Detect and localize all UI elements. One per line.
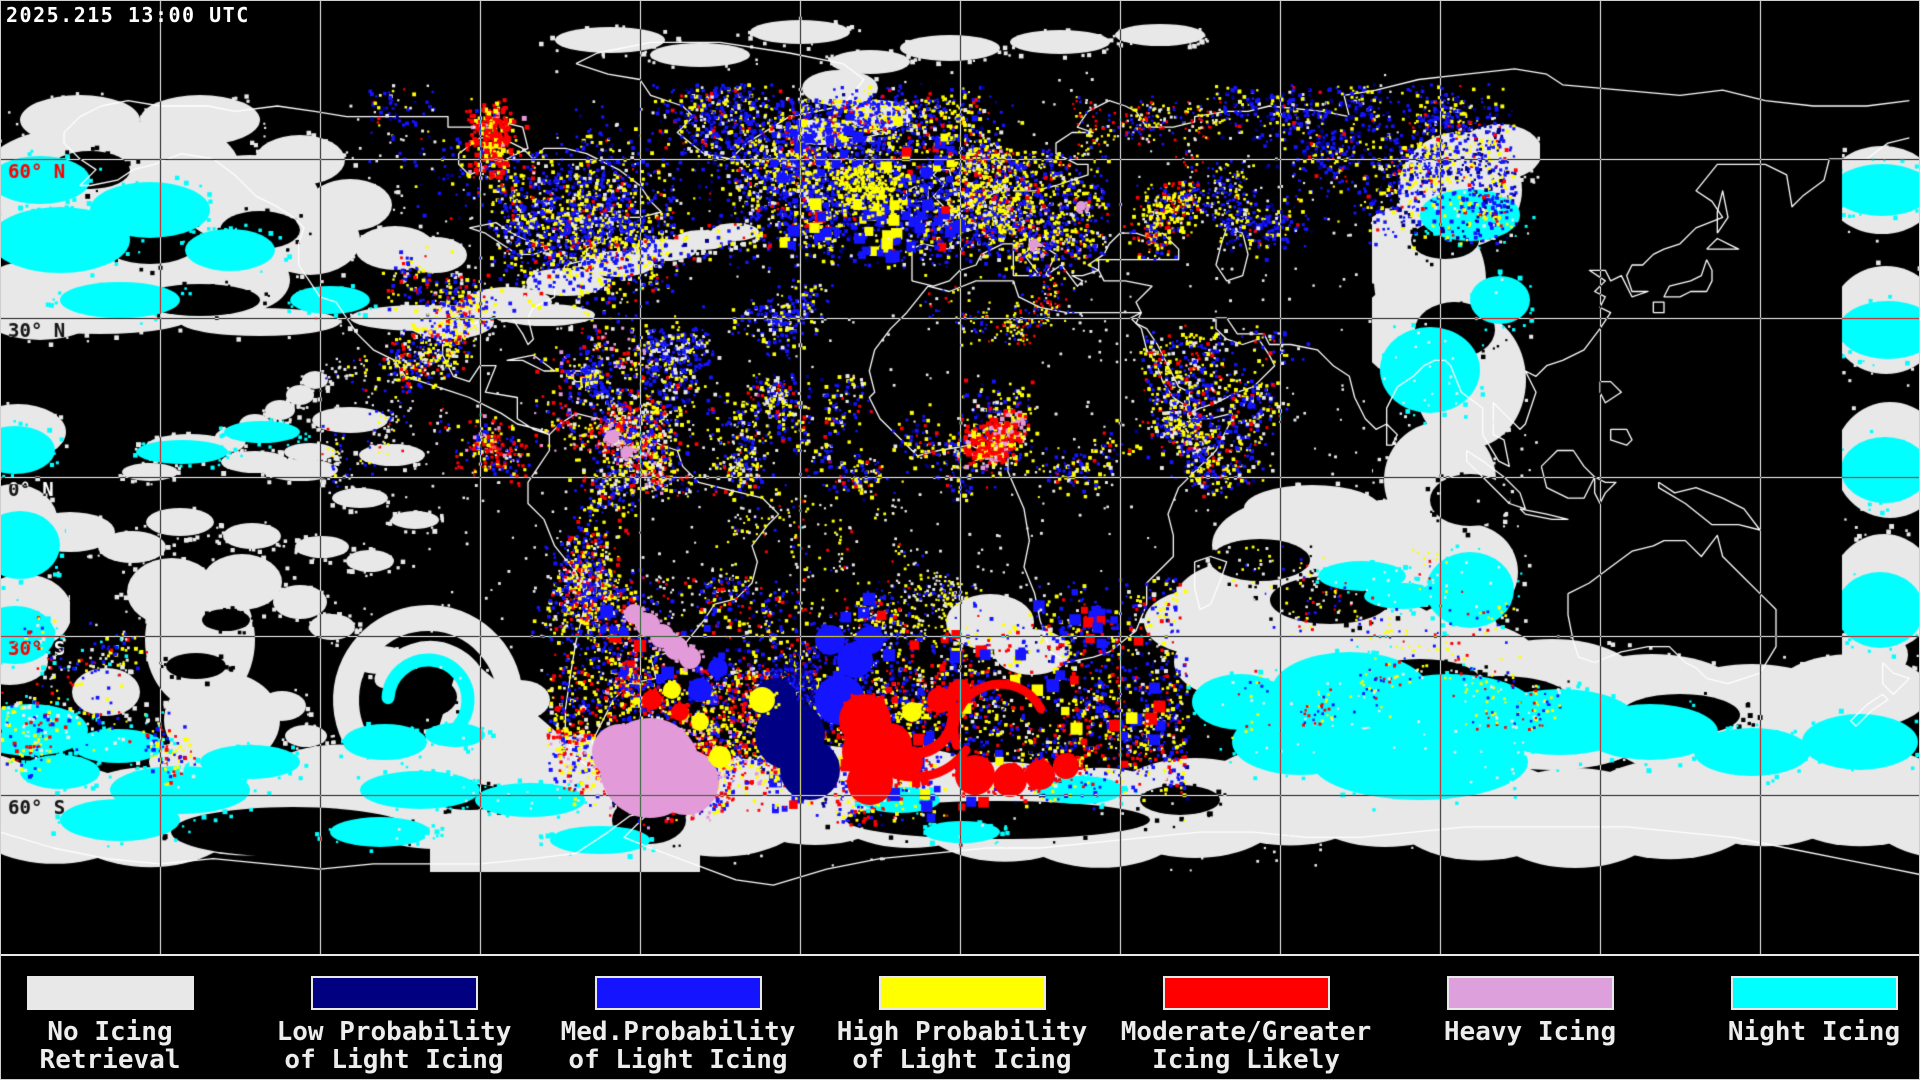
legend-label-line2: of Light Icing [852, 1045, 1072, 1075]
legend-label-line2: of Light Icing [284, 1045, 504, 1075]
legend-swatch [1446, 976, 1614, 1010]
legend-item-med-probability: Med.Probability of Light Icing [536, 976, 820, 1074]
timestamp-label: 2025.215 13:00 UTC [6, 3, 250, 27]
legend-item-no-icing: No Icing Retrieval [0, 976, 252, 1074]
legend-label-line2: of Light Icing [568, 1045, 788, 1075]
legend-label-line2: Retrieval [39, 1045, 181, 1075]
icing-map: 2025.215 13:00 UTC [0, 0, 1920, 956]
legend-swatch [878, 976, 1046, 1010]
legend-item-heavy-icing: Heavy Icing [1388, 976, 1672, 1046]
legend-swatch [310, 976, 478, 1010]
legend-label-line1: Med.Probability [560, 1017, 796, 1047]
legend-swatch [1162, 976, 1330, 1010]
legend-label-line1: Moderate/Greater [1120, 1017, 1372, 1047]
legend-swatch [594, 976, 762, 1010]
legend-label-line1: No Icing [47, 1017, 173, 1047]
legend-swatch [26, 976, 194, 1010]
legend-item-high-probability: High Probability of Light Icing [820, 976, 1104, 1074]
legend-label-line1: Heavy Icing [1443, 1017, 1617, 1047]
legend-item-moderate-greater: Moderate/Greater Icing Likely [1104, 976, 1388, 1074]
legend-item-night-icing: Night Icing [1672, 976, 1920, 1046]
legend-item-low-probability: Low Probability of Light Icing [252, 976, 536, 1074]
legend-label-line1: Night Icing [1727, 1017, 1901, 1047]
legend-label-line1: High Probability [836, 1017, 1088, 1047]
legend-swatch [1730, 976, 1898, 1010]
world-icing-canvas [0, 0, 1920, 954]
legend-bar: No Icing Retrieval Low Probability of Light… [0, 956, 1920, 1080]
legend-label-line2: Icing Likely [1152, 1045, 1340, 1075]
legend-label-line1: Low Probability [276, 1017, 512, 1047]
